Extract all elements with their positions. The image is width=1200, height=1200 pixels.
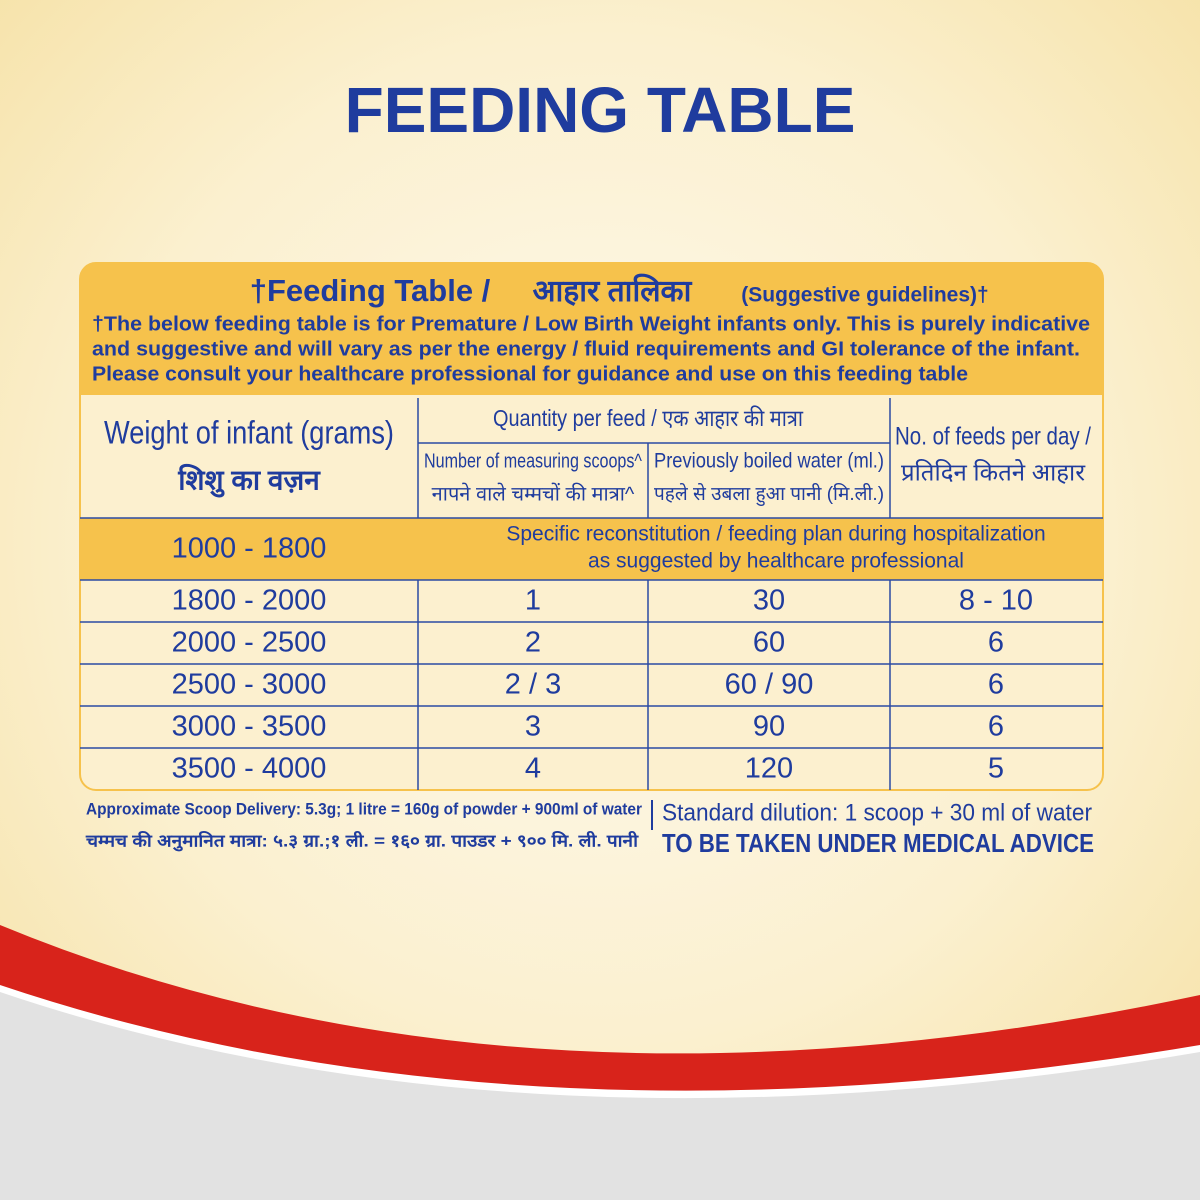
panel-title: †Feeding Table / आहार तालिका (Suggestive… [250,273,989,308]
cell: 3500 - 4000 [172,753,327,785]
cell: 30 [753,585,785,617]
special-row-bg [80,518,1103,580]
special-note: Specific reconstitution / feeding plan d… [506,523,1045,546]
cell: 2 [525,627,541,659]
cell: 3 [525,711,541,743]
col-header: Number of measuring scoops^ [424,450,642,472]
panel-title-hindi: आहार तालिका [533,273,693,308]
cell: 3000 - 3500 [172,711,327,743]
cell: 1 [525,585,541,617]
cell: 1000 - 1800 [172,533,327,565]
cell: 5 [988,753,1004,785]
cell: 1800 - 2000 [172,585,327,617]
grid [80,398,1103,519]
footer-note: Approximate Scoop Delivery: 5.3g; 1 litr… [86,799,642,818]
col-header: नापने वाले चम्मचों की मात्रा^ [432,482,635,505]
cell: 60 / 90 [725,669,814,701]
col-header: प्रतिदिन कितने आहार [901,458,1086,486]
col-header: No. of feeds per day / [895,423,1091,451]
cell: 2500 - 3000 [172,669,327,701]
panel-title-main: †Feeding Table / [250,273,491,308]
col-group-header: Quantity per feed / एक आहार की मात्रा [493,405,804,431]
panel-title-note: (Suggestive guidelines)† [741,284,988,307]
col-header: Weight of infant (grams) [104,414,394,450]
table-panel [80,263,1103,790]
col-header: शिशु का वज़न [177,463,321,497]
table-border [79,262,1104,791]
table-rows: 1800 - 2000 1 30 8 - 10 2000 - 2500 2 60 6 2500 … [80,579,1103,790]
footer-note: चम्मच की अनुमानित मात्रा: ५.३ ग्रा.;१ ली… [85,830,639,851]
cell: 60 [753,627,785,659]
footer-advice: TO BE TAKEN UNDER MEDICAL ADVICE [662,828,1094,858]
grey-band [0,992,1200,1200]
cell: 6 [988,669,1004,701]
cell: 2 / 3 [505,669,561,701]
cell: 90 [753,711,785,743]
cell: 8 - 10 [959,585,1033,617]
footer-note: Standard dilution: 1 scoop + 30 ml of wa… [662,799,1092,826]
panel-header-bg [80,263,1103,395]
col-header: Previously boiled water (ml.) [654,450,884,473]
cell: 6 [988,627,1004,659]
page-title: FEEDING TABLE [345,74,856,146]
special-note: as suggested by healthcare professional [588,550,964,573]
cell: 6 [988,711,1004,743]
cell: 2000 - 2500 [172,627,327,659]
cell: 120 [745,753,793,785]
col-header: पहले से उबला हुआ पानी (मि.ली.) [654,482,884,507]
panel-note: and suggestive and will vary as per the … [92,338,1080,360]
panel-note: Please consult your healthcare professio… [92,363,968,385]
panel-note: †The below feeding table is for Prematur… [92,313,1090,335]
cell: 4 [525,753,541,785]
